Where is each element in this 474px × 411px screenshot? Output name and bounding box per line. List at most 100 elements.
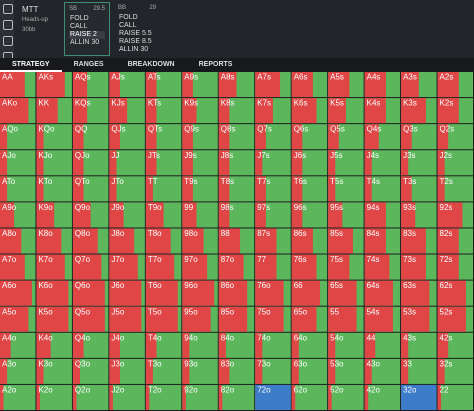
- hand-label: ATo: [2, 177, 16, 186]
- tab[interactable]: STRATEGY: [0, 58, 62, 72]
- cell-raise: [291, 254, 317, 280]
- hand-label: 52o: [330, 386, 344, 395]
- hand-label: KK: [38, 99, 49, 108]
- hand-label: KQo: [38, 125, 55, 134]
- hand-label: K6o: [38, 281, 53, 290]
- hand-label: 97s: [257, 203, 270, 212]
- cell-raise: [218, 280, 248, 306]
- hand-label: J2o: [111, 386, 124, 395]
- cell-raise: [364, 202, 386, 228]
- cell-raise: [109, 332, 121, 358]
- cell-raise: [0, 332, 11, 358]
- cell-raise: [401, 280, 430, 306]
- tab[interactable]: BREAKDOWN: [127, 61, 175, 68]
- cell-raise: [328, 306, 357, 332]
- stack: 30bb: [22, 27, 36, 33]
- cell-raise: [291, 384, 296, 410]
- cell-raise: [72, 98, 88, 124]
- cell-raise: [364, 150, 372, 176]
- cell-raise: [72, 150, 84, 176]
- hand-label: 87s: [257, 229, 270, 238]
- cell-raise: [328, 72, 350, 98]
- cell-raise: [255, 98, 273, 124]
- hand-label: T9s: [184, 177, 197, 186]
- hand-label: KQs: [75, 99, 91, 108]
- cell-raise: [145, 228, 171, 254]
- cell-call: [109, 384, 145, 410]
- hand-label: Q2s: [440, 125, 455, 134]
- hand-label: 93s: [403, 203, 416, 212]
- hand-label: 92s: [440, 203, 453, 212]
- action[interactable]: RAISE 5.5: [119, 30, 152, 37]
- hand-label: Q9s: [184, 125, 199, 134]
- hand-label: Q7o: [75, 255, 91, 264]
- cell-raise: [182, 72, 193, 98]
- hand-label: 94o: [184, 333, 198, 342]
- hand-label: A5o: [2, 307, 17, 316]
- cell-raise: [36, 280, 69, 306]
- hand-label: TT: [148, 177, 158, 186]
- hand-label: 42s: [440, 333, 453, 342]
- cell-raise: [401, 72, 419, 98]
- cell-raise: [328, 384, 332, 410]
- hand-label: K7o: [38, 255, 53, 264]
- cell-raise: [437, 228, 459, 254]
- cell-raise: [182, 306, 211, 332]
- action[interactable]: RAISE 2: [69, 31, 105, 39]
- hand-label: 22: [440, 386, 449, 395]
- game-info: MTT Heads-up 30bb: [22, 5, 48, 35]
- action[interactable]: FOLD: [119, 14, 138, 21]
- cell-raise: [0, 384, 4, 410]
- cell-call: [72, 384, 109, 410]
- cell-raise: [255, 280, 284, 306]
- cell-raise: [291, 150, 303, 176]
- hand-label: K9o: [38, 203, 53, 212]
- hand-label: 86o: [221, 281, 235, 290]
- action[interactable]: RAISE 8.5: [119, 38, 152, 45]
- cell-raise: [72, 176, 84, 202]
- cell-raise: [218, 176, 230, 202]
- hand-label: 84o: [221, 333, 235, 342]
- cell-raise: [145, 332, 157, 358]
- icon[interactable]: [3, 20, 13, 30]
- cell-raise: [401, 332, 409, 358]
- cell-raise: [437, 98, 459, 124]
- cell-raise: [401, 254, 426, 280]
- action[interactable]: CALL: [119, 22, 137, 29]
- tab[interactable]: REPORTS: [198, 61, 233, 68]
- cell-raise: [145, 176, 153, 202]
- hand-label: 75s: [330, 255, 343, 264]
- icon[interactable]: [3, 4, 13, 14]
- hand-label: 95s: [330, 203, 343, 212]
- hand-label: QJs: [111, 125, 125, 134]
- cell-raise: [182, 150, 193, 176]
- hand-label: K5s: [330, 99, 344, 108]
- cell-call: [0, 384, 36, 410]
- cell-raise: [291, 176, 303, 202]
- cell-raise: [109, 358, 121, 384]
- action[interactable]: ALLIN 30: [70, 39, 100, 46]
- hand-label: 96s: [294, 203, 307, 212]
- action[interactable]: FOLD: [70, 15, 89, 22]
- action[interactable]: ALLIN 30: [119, 46, 149, 53]
- hand-label: K6s: [294, 99, 308, 108]
- cell-raise: [255, 72, 281, 98]
- tab[interactable]: RANGES: [73, 61, 104, 68]
- hand-label: T7o: [148, 255, 162, 264]
- cell-raise: [0, 202, 15, 228]
- cell-raise: [218, 98, 230, 124]
- hand-label: Q4o: [75, 333, 91, 342]
- hand-label: J7o: [111, 255, 124, 264]
- hand-label: 55: [330, 307, 339, 316]
- cell-raise: [0, 150, 8, 176]
- action[interactable]: CALL: [70, 23, 88, 30]
- hand-label: T3o: [148, 359, 162, 368]
- cell-raise: [401, 358, 409, 384]
- cell-raise: [36, 150, 44, 176]
- icon[interactable]: [3, 36, 13, 46]
- cell-raise: [72, 358, 81, 384]
- hand-label: K4s: [367, 99, 381, 108]
- cell-raise: [401, 306, 430, 332]
- hand-label: 43o: [367, 359, 381, 368]
